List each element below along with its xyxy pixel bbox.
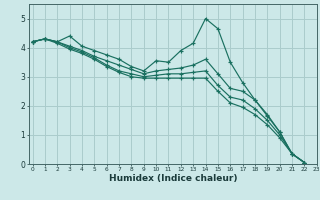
X-axis label: Humidex (Indice chaleur): Humidex (Indice chaleur) bbox=[108, 174, 237, 183]
